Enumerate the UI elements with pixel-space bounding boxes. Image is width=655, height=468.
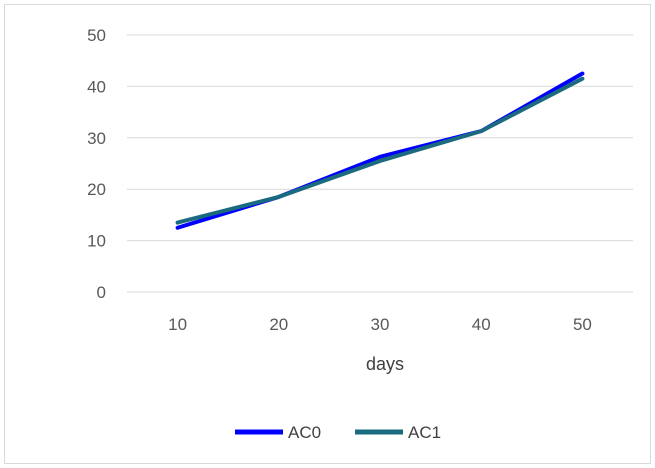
y-tick-label: 40 bbox=[87, 77, 106, 96]
x-tick-label: 30 bbox=[371, 315, 390, 334]
y-tick-label: 0 bbox=[97, 283, 106, 302]
legend-label: AC1 bbox=[408, 423, 441, 442]
y-tick-label: 30 bbox=[87, 129, 106, 148]
series-line-ac1 bbox=[175, 76, 585, 225]
legend-item-ac1: AC1 bbox=[355, 423, 441, 442]
legend-item-ac0: AC0 bbox=[235, 423, 321, 442]
x-tick-label: 10 bbox=[168, 315, 187, 334]
y-tick-label: 20 bbox=[87, 180, 106, 199]
x-tick-label: 50 bbox=[573, 315, 592, 334]
chart-frame bbox=[4, 4, 651, 464]
x-tick-label: 40 bbox=[472, 315, 491, 334]
series-line-ac0 bbox=[175, 71, 585, 230]
y-tick-label: 10 bbox=[87, 232, 106, 251]
series-lines bbox=[175, 71, 585, 230]
legend: AC0 AC1 bbox=[235, 423, 441, 442]
y-tick-label: 50 bbox=[87, 26, 106, 45]
x-tick-label: 20 bbox=[269, 315, 288, 334]
y-axis-ticks: 0 10 20 30 40 50 bbox=[87, 26, 106, 302]
gridlines bbox=[127, 34, 633, 293]
x-axis-label: days bbox=[366, 354, 404, 374]
legend-label: AC0 bbox=[288, 423, 321, 442]
x-axis-ticks: 10 20 30 40 50 bbox=[168, 315, 592, 334]
